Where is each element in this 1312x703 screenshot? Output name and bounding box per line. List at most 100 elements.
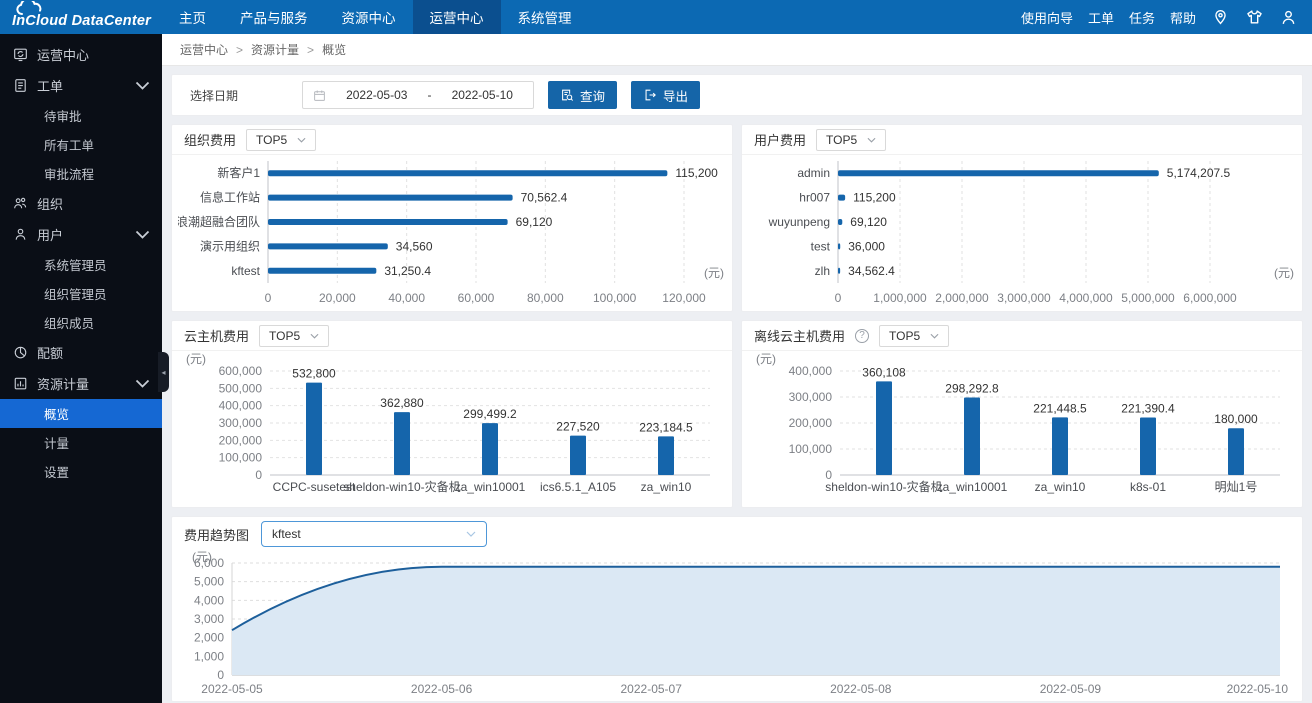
theme-shirt-icon[interactable] (1245, 8, 1264, 27)
svg-text:2,000: 2,000 (194, 631, 224, 645)
sidebar-item-org-admin[interactable]: 组织管理员 (44, 288, 107, 302)
bar (570, 435, 586, 475)
svg-text:115,200: 115,200 (853, 191, 896, 205)
help-icon[interactable]: ? (855, 328, 870, 343)
main-nav: 主页 产品与服务 资源中心 运营中心 系统管理 (162, 0, 589, 34)
svg-text:za_win10001: za_win10001 (937, 480, 1008, 494)
svg-text:532,800: 532,800 (292, 367, 336, 381)
sidebar: 运营中心 工单 待审批 所有工单 审批流程 组织 用户 系统管理员 组织管理员 … (0, 34, 162, 703)
search-document-icon (562, 89, 574, 101)
svg-text:5,174,207.5: 5,174,207.5 (1167, 166, 1231, 180)
svg-text:36,000: 36,000 (848, 239, 885, 253)
sidebar-item-org-member[interactable]: 组织成员 (44, 317, 95, 331)
chevron-down-icon (297, 137, 306, 143)
svg-text:100,000: 100,000 (593, 291, 637, 305)
breadcrumb-resource-metering[interactable]: 资源计量 (251, 43, 300, 57)
svg-text:演示用组织: 演示用组织 (200, 238, 260, 253)
panel-title: 用户费用 (754, 133, 807, 148)
sidebar-item-organization[interactable]: 组织 (0, 188, 162, 219)
export-button[interactable]: 导出 (631, 81, 701, 109)
nav-item-system-management[interactable]: 系统管理 (517, 11, 572, 26)
nav-item-operations-center[interactable]: 运营中心 (412, 0, 501, 34)
breadcrumb: 运营中心 > 资源计量 > 概览 (162, 34, 1312, 66)
svg-text:100,000: 100,000 (219, 451, 263, 465)
svg-text:(元): (元) (186, 352, 206, 366)
tasks-link[interactable]: 任务 (1128, 10, 1155, 26)
chevron-down-icon (135, 230, 150, 239)
chart-svg: 0 1,000,000 2,000,000 3,000,000 4,000,000 5,0… (768, 161, 1294, 305)
svg-text:za_win10: za_win10 (1035, 480, 1086, 494)
nav-item-home[interactable]: 主页 (179, 11, 206, 26)
nav-item-products[interactable]: 产品与服务 (240, 11, 308, 26)
sidebar-item-approval-flow[interactable]: 审批流程 (44, 168, 95, 182)
svg-text:hr007: hr007 (799, 191, 830, 205)
sidebar-item-metering[interactable]: 计量 (44, 437, 70, 451)
user-cost-chart: 0 1,000,000 2,000,000 3,000,000 4,000,000 5,0… (748, 155, 1296, 314)
chart-svg: 0 20,000 40,000 60,000 80,000 100,000 120,000 (… (176, 161, 724, 305)
query-button[interactable]: 查询 (548, 81, 618, 109)
panel-title: 组织费用 (184, 133, 237, 148)
svg-text:kftest: kftest (231, 264, 260, 278)
sidebar-item-all-workorders[interactable]: 所有工单 (44, 139, 95, 153)
org-cost-top5-select[interactable]: TOP5 (246, 128, 317, 151)
date-range-input[interactable]: 2022-05-03 - 2022-05-10 (302, 81, 535, 109)
chevron-down-icon (135, 81, 150, 90)
bar (1052, 417, 1068, 475)
sidebar-label: 工单 (37, 79, 64, 94)
svg-text:CCPC-susetest: CCPC-susetest (273, 480, 356, 494)
sidebar-collapse-handle[interactable]: ◂ (158, 352, 169, 392)
svg-text:2022-05-05: 2022-05-05 (201, 682, 263, 696)
map-pin-icon[interactable] (1211, 8, 1230, 27)
workorder-link[interactable]: 工单 (1087, 10, 1114, 26)
svg-text:zlh: zlh (815, 264, 830, 278)
bar (658, 436, 674, 475)
user-icon (15, 228, 26, 240)
offline-vm-top5-select[interactable]: TOP5 (879, 324, 950, 347)
sidebar-item-quota[interactable]: 配额 (0, 337, 162, 368)
sidebar-item-pending-approval[interactable]: 待审批 (44, 110, 82, 124)
trend-target-select[interactable]: kftest (261, 521, 488, 547)
sidebar-label: 配额 (37, 346, 64, 361)
sidebar-item-operations-center[interactable]: 运营中心 (0, 39, 162, 70)
svg-text:za_win10: za_win10 (641, 480, 692, 494)
svg-text:120,000: 120,000 (662, 291, 706, 305)
svg-text:sheldon-win10-灾备机: sheldon-win10-灾备机 (825, 479, 942, 494)
charts-row-1: 组织费用 TOP5 0 20,000 40,000 60,000 80,000 100,0… (171, 124, 1303, 312)
svg-text:(元): (元) (756, 352, 776, 366)
sidebar-item-overview[interactable]: 概览 (0, 399, 162, 428)
account-icon[interactable] (1279, 8, 1298, 27)
sidebar-item-work-order[interactable]: 工单 (0, 70, 162, 101)
vm-cost-top5-select[interactable]: TOP5 (259, 324, 330, 347)
svg-text:0: 0 (217, 668, 224, 682)
chevron-down-icon (930, 333, 939, 339)
trend-area (232, 566, 1280, 675)
svg-text:500,000: 500,000 (219, 381, 263, 395)
svg-text:298,292.8: 298,292.8 (945, 381, 999, 395)
breadcrumb-current: 概览 (322, 43, 347, 57)
sidebar-item-system-admin[interactable]: 系统管理员 (44, 259, 107, 273)
svg-text:200,000: 200,000 (219, 433, 263, 447)
nav-item-resource-center[interactable]: 资源中心 (341, 11, 396, 26)
date-range-separator: - (427, 88, 432, 102)
svg-text:(元): (元) (192, 551, 212, 564)
bar (482, 423, 498, 475)
svg-text:4,000,000: 4,000,000 (1059, 291, 1113, 305)
sidebar-item-settings[interactable]: 设置 (44, 466, 70, 480)
select-value: kftest (272, 527, 301, 541)
chart-svg: 0 100,000 200,000 300,000 400,000 (元) 360,108 s… (756, 352, 1280, 494)
cloud-icon (16, 1, 42, 16)
bar (268, 243, 388, 250)
operations-center-icon (14, 48, 27, 62)
brand-logo[interactable]: InCloud DataCenter (0, 0, 162, 34)
guide-link[interactable]: 使用向导 (1020, 10, 1073, 26)
svg-text:ics6.5.1_A105: ics6.5.1_A105 (540, 480, 616, 494)
user-cost-top5-select[interactable]: TOP5 (816, 128, 887, 151)
bar (394, 412, 410, 475)
sidebar-item-user[interactable]: 用户 (0, 219, 162, 250)
sidebar-item-resource-metering[interactable]: 资源计量 (0, 368, 162, 399)
svg-text:3,000,000: 3,000,000 (997, 291, 1051, 305)
breadcrumb-operations-center[interactable]: 运营中心 (180, 43, 229, 57)
org-cost-panel: 组织费用 TOP5 0 20,000 40,000 60,000 80,000 100,0… (171, 124, 733, 312)
help-link[interactable]: 帮助 (1169, 10, 1196, 26)
topbar: InCloud DataCenter 主页 产品与服务 资源中心 运营中心 系统… (0, 0, 1312, 34)
